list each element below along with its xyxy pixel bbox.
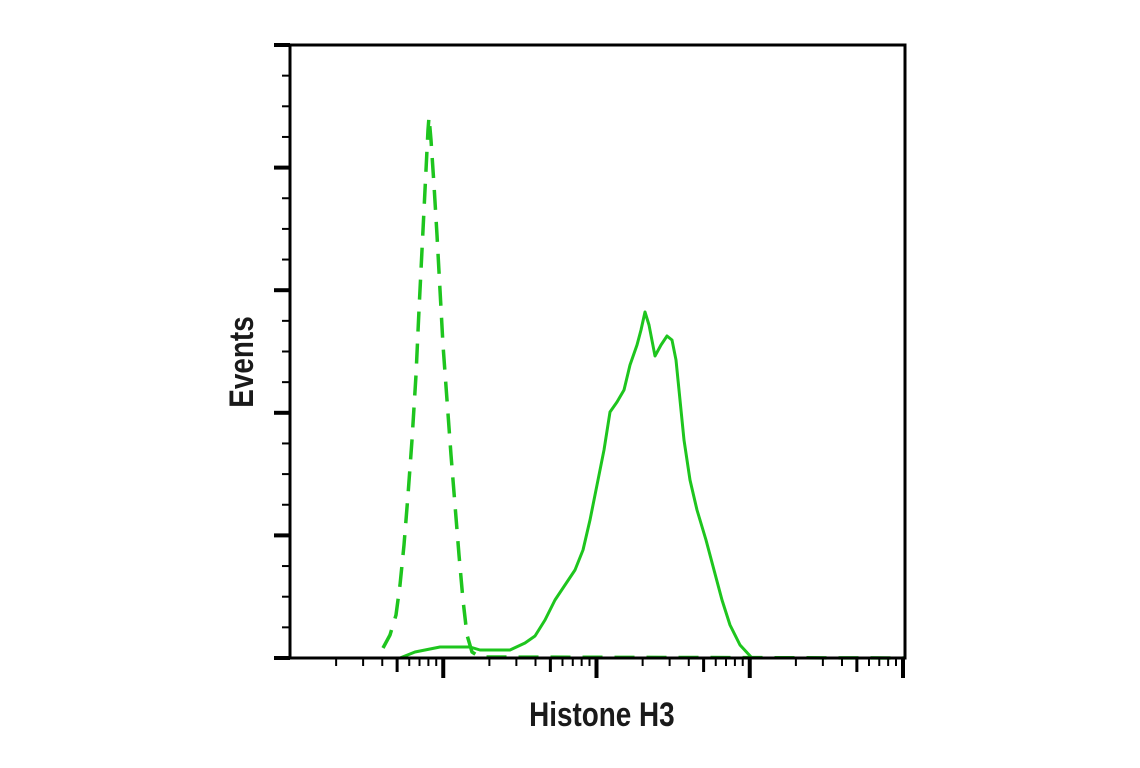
histone-h3-curve bbox=[290, 310, 905, 660]
x-axis-ticks bbox=[335, 658, 905, 678]
plot-area bbox=[290, 115, 906, 660]
x-axis-title: Histone H3 bbox=[529, 695, 675, 733]
y-axis-title: Events bbox=[222, 316, 260, 407]
isotype-control-curve bbox=[381, 115, 906, 660]
plot-frame bbox=[288, 43, 907, 660]
y-axis-ticks bbox=[274, 43, 290, 660]
